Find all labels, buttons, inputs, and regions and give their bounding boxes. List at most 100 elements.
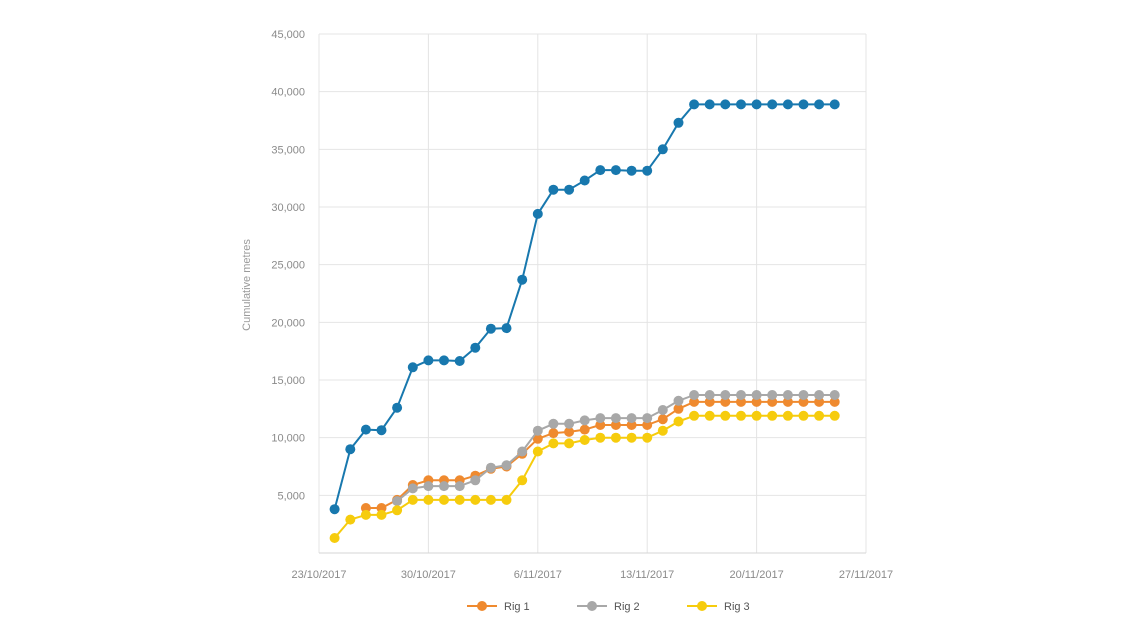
data-point <box>532 425 543 436</box>
series-group <box>329 410 840 543</box>
data-point <box>548 184 559 195</box>
data-point <box>485 323 496 334</box>
data-point <box>407 483 418 494</box>
data-point <box>376 509 387 520</box>
y-tick-label: 30,000 <box>271 202 305 214</box>
data-point <box>626 420 637 430</box>
data-point <box>689 410 700 421</box>
data-point <box>392 402 403 413</box>
legend-item: Rig 1 <box>467 601 530 613</box>
data-point <box>642 432 653 443</box>
data-point <box>657 414 668 425</box>
data-point <box>454 481 465 492</box>
data-point <box>517 475 528 486</box>
data-point <box>501 323 512 334</box>
data-point <box>704 390 715 400</box>
data-point <box>360 509 371 520</box>
data-point <box>704 396 715 407</box>
data-point <box>829 99 840 110</box>
x-tick-label: 6/11/2017 <box>514 569 562 581</box>
data-point <box>532 433 543 444</box>
x-tick-labels: 23/10/2017 30/10/2017 6/11/2017 13/11/2017 2… <box>291 569 893 581</box>
data-point <box>564 438 575 449</box>
data-point <box>642 413 653 424</box>
x-tick-label: 20/11/2017 <box>729 569 783 581</box>
data-point <box>720 396 731 407</box>
x-tick-label: 30/10/2017 <box>401 569 456 581</box>
y-tick-labels: 5,000 10,000 15,000 20,000 25,000 30,000 35,00… <box>271 29 305 502</box>
data-point <box>704 410 715 421</box>
data-point <box>626 165 637 176</box>
data-point <box>689 390 700 400</box>
data-point <box>548 428 559 439</box>
y-tick-label: 45,000 <box>271 29 305 41</box>
data-point <box>657 425 668 436</box>
data-point <box>564 184 575 195</box>
data-point <box>423 481 434 492</box>
data-point <box>782 410 793 421</box>
data-point <box>517 274 528 285</box>
series <box>329 99 840 543</box>
y-tick-label: 15,000 <box>271 375 305 387</box>
data-point <box>595 413 606 424</box>
legend-swatch-marker <box>477 601 487 611</box>
data-point <box>642 165 653 176</box>
data-point <box>814 396 825 407</box>
data-point <box>814 99 825 110</box>
data-point <box>798 99 809 110</box>
data-point <box>392 496 403 507</box>
data-point <box>579 175 590 186</box>
data-point <box>720 390 731 400</box>
data-point <box>689 99 700 110</box>
data-point <box>626 432 637 443</box>
y-tick-label: 5,000 <box>277 490 305 502</box>
y-tick-label: 40,000 <box>271 87 305 99</box>
data-point <box>610 432 621 443</box>
data-point <box>673 117 684 128</box>
data-point <box>673 403 684 414</box>
data-point <box>751 410 762 421</box>
data-point <box>814 390 825 400</box>
legend-swatch-marker <box>587 601 597 611</box>
data-point <box>345 514 356 525</box>
data-point <box>829 390 840 400</box>
data-point <box>673 395 684 406</box>
y-tick-label: 20,000 <box>271 317 305 329</box>
series-group <box>360 396 840 513</box>
data-point <box>689 396 700 407</box>
data-point <box>470 475 481 486</box>
data-point <box>407 362 418 373</box>
data-point <box>579 435 590 445</box>
data-point <box>657 405 668 415</box>
data-point <box>376 503 387 513</box>
data-point <box>439 494 449 505</box>
data-point <box>767 390 778 400</box>
data-point <box>532 208 543 219</box>
legend-swatch-marker <box>697 601 707 611</box>
data-point <box>626 413 637 424</box>
data-point <box>485 494 496 505</box>
data-point <box>782 99 793 110</box>
data-point <box>532 446 543 457</box>
data-point <box>345 444 356 455</box>
data-point <box>720 99 731 110</box>
data-point <box>454 356 465 366</box>
legend-item: Rig 2 <box>577 601 640 613</box>
data-point <box>767 396 778 407</box>
data-point <box>501 494 512 505</box>
data-point <box>595 432 606 443</box>
series-group <box>329 99 840 515</box>
data-point <box>642 420 653 430</box>
data-point <box>501 460 512 471</box>
data-point <box>751 390 762 400</box>
y-axis-label: Cumulative metres <box>241 239 253 331</box>
data-point <box>610 165 621 176</box>
data-point <box>439 355 449 366</box>
data-point <box>704 99 715 110</box>
y-tick-label: 35,000 <box>271 144 305 156</box>
data-point <box>798 396 809 407</box>
data-point <box>736 99 746 110</box>
data-point <box>564 418 575 429</box>
x-tick-label: 23/10/2017 <box>291 569 346 581</box>
y-tick-label: 25,000 <box>271 260 305 272</box>
